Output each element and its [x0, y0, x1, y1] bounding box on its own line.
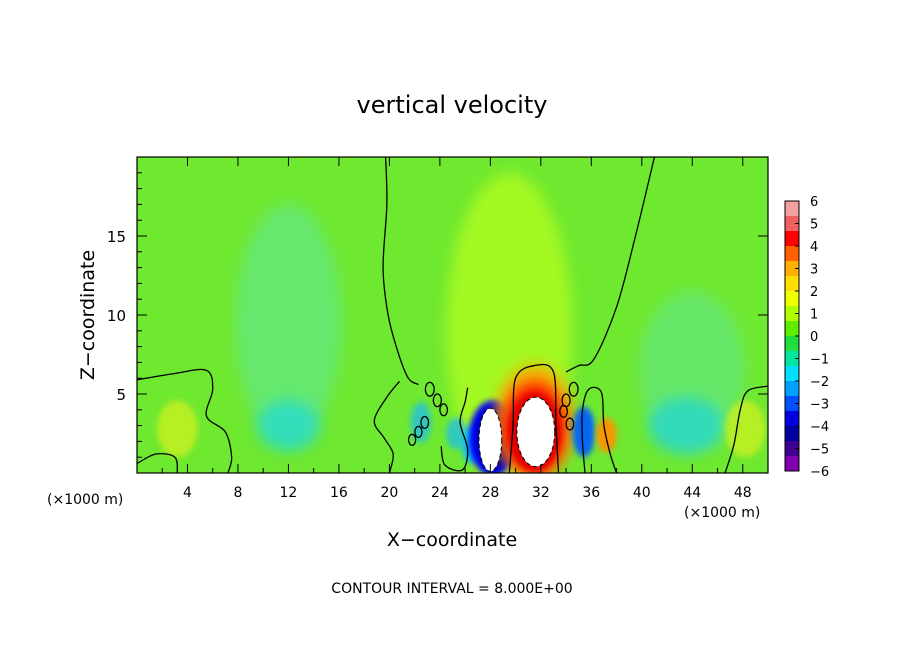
colorbar-label: −1 [810, 353, 829, 368]
contour-loop [414, 425, 423, 439]
y-tick-label: 15 [107, 228, 126, 246]
colorbar-label: −3 [810, 398, 829, 413]
field-blob [648, 397, 724, 455]
colorbar-swatch [785, 261, 799, 277]
colorbar-swatch [785, 246, 799, 262]
x-tick-label: 36 [582, 485, 600, 501]
x-tick-label: 44 [683, 485, 701, 501]
colorbar-swatch [785, 216, 799, 232]
zero-contour [373, 380, 401, 473]
field-cores [478, 396, 556, 472]
zero-contour [382, 157, 419, 386]
colorbar-label: −2 [810, 375, 829, 390]
field-blob [235, 204, 342, 442]
zero-contour [565, 157, 656, 373]
x-tick-label: 40 [633, 485, 651, 501]
y-tick-label: 5 [116, 386, 126, 404]
contour-loop [420, 415, 430, 430]
colorbar-label: −4 [810, 420, 829, 435]
contour-loop [424, 381, 435, 397]
x-axis-ticks: 4 8 12 16 20 24 28 32 36 40 44 48 [161, 157, 752, 501]
contour-loop [432, 393, 443, 408]
colorbar-label: 2 [810, 285, 818, 300]
colorbar-label: 1 [810, 308, 818, 323]
colorbar-label: −5 [810, 443, 829, 458]
colorbar-swatch [785, 411, 799, 427]
colorbar-swatch [785, 291, 799, 307]
colorbar-swatch [785, 336, 799, 352]
x-tick-label: 32 [532, 485, 550, 501]
x-tick-label: 20 [380, 485, 398, 501]
contour-loop [407, 433, 417, 447]
field-blob [725, 400, 766, 458]
colorbar-swatch [785, 321, 799, 337]
contour-loop [568, 381, 579, 397]
colorbar-label: 3 [810, 263, 818, 278]
contour-loop [559, 404, 568, 418]
contour-lines [137, 157, 768, 473]
x-tick-label: 8 [233, 485, 242, 501]
colorbar-swatch [785, 381, 799, 397]
zero-contour [581, 386, 618, 473]
colorbar-label: 0 [810, 330, 818, 345]
colorbar-label: 5 [810, 218, 818, 233]
field-blob [596, 417, 617, 453]
plot-area [137, 157, 768, 473]
colorbar-swatch [785, 276, 799, 292]
colorbar-label: −6 [810, 465, 829, 480]
colorbar-swatch [785, 351, 799, 367]
x-unit-left: (×1000 m) [47, 492, 123, 508]
y-tick-label: 10 [107, 307, 126, 325]
field-blob [446, 417, 467, 450]
colorbar-swatch [785, 201, 799, 217]
colorbar-label: 4 [810, 240, 818, 255]
x-tick-label: 4 [183, 485, 192, 501]
y-axis-ticks: 5 10 15 [107, 172, 768, 458]
x-tick-label: 48 [734, 485, 752, 501]
colorbar-swatch [785, 306, 799, 322]
zero-contour [440, 387, 469, 472]
zero-contour [137, 368, 233, 473]
contour-loop [439, 403, 449, 417]
field-blob [572, 406, 596, 458]
x-axis-label: X−coordinate [387, 529, 517, 551]
colorbar: 6 5 4 3 2 1 0 −1 −2 −3 −4 −5 −6 [784, 195, 829, 480]
contour-loop [565, 417, 575, 431]
colorbar-swatch [785, 426, 799, 442]
colorbar-swatch [785, 456, 799, 472]
contour-interval-text: CONTOUR INTERVAL = 8.000E+00 [331, 581, 572, 597]
colorbar-swatch [785, 441, 799, 457]
x-tick-label: 16 [330, 485, 348, 501]
colorbar-label: 6 [810, 195, 818, 210]
x-tick-label: 28 [481, 485, 499, 501]
colorbar-swatch [785, 396, 799, 412]
field-blob [157, 400, 198, 458]
field-blob [256, 400, 320, 451]
colorbar-swatch [785, 231, 799, 247]
x-tick-label: 12 [280, 485, 298, 501]
max-core-region [516, 396, 556, 468]
colorbar-swatch [785, 366, 799, 382]
y-axis-label: Z−coordinate [77, 250, 99, 380]
zero-contour [508, 363, 560, 473]
x-tick-label: 24 [431, 485, 449, 501]
zero-contour [137, 452, 179, 473]
max-core-region [478, 407, 503, 472]
chart-title: vertical velocity [357, 91, 548, 119]
zero-contour [724, 385, 768, 473]
x-unit-right: (×1000 m) [684, 505, 760, 521]
